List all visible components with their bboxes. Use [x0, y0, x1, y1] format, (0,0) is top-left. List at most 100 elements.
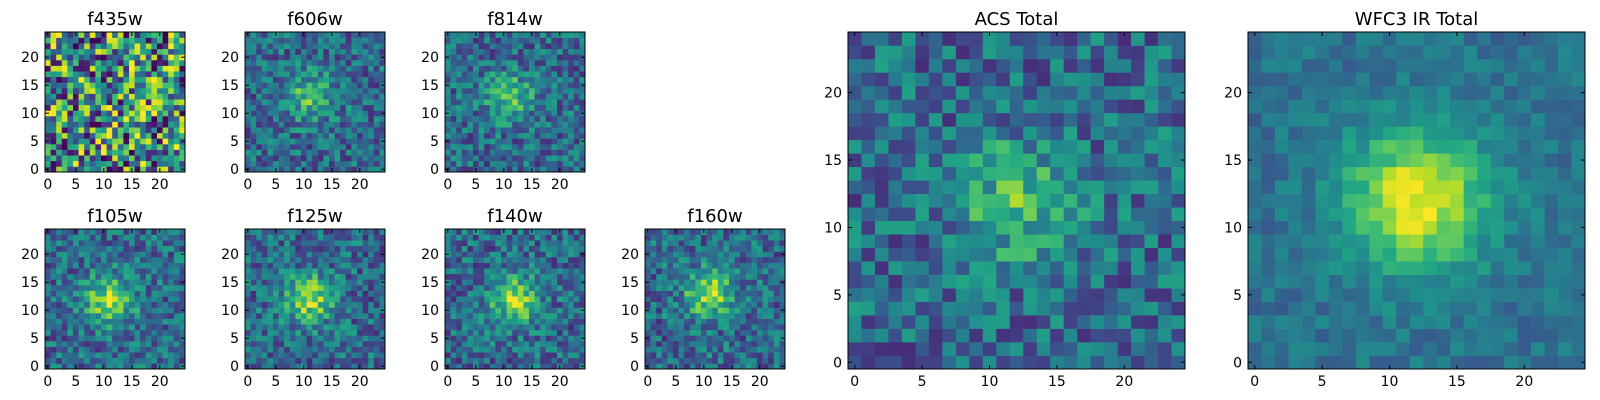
heatmap-cell: [562, 257, 569, 263]
heatmap-cell: [61, 301, 68, 308]
heatmap-cell: [529, 341, 535, 347]
heatmap-cell: [295, 88, 302, 94]
heatmap-cell: [278, 335, 285, 342]
heatmap-cell: [534, 149, 541, 156]
heatmap-cell: [373, 110, 380, 117]
heatmap-cell: [717, 324, 724, 331]
heatmap-cell: [362, 71, 369, 78]
heatmap-cell: [706, 313, 713, 319]
heatmap-cell: [1063, 328, 1078, 343]
heatmap-cell: [284, 82, 291, 89]
heatmap-cell: [323, 37, 330, 44]
heatmap-cell: [267, 357, 274, 364]
heatmap-cell: [579, 116, 586, 122]
heatmap-cell: [295, 99, 302, 106]
heatmap-cell: [140, 93, 147, 100]
heatmap-cell: [312, 160, 319, 167]
heatmap-cell: [245, 324, 251, 331]
heatmap-cell: [373, 285, 380, 291]
heatmap-cell: [84, 335, 91, 342]
heatmap-cell: [306, 110, 313, 117]
heatmap-cell: [467, 88, 474, 94]
heatmap-cell: [123, 229, 130, 235]
heatmap-cell: [745, 257, 752, 263]
heatmap-cell: [461, 43, 468, 50]
heatmap-cell: [512, 166, 519, 173]
heatmap-cell: [517, 127, 524, 134]
heatmap-cell: [101, 155, 107, 162]
heatmap-cell: [284, 149, 291, 156]
heatmap-cell: [478, 138, 485, 145]
heatmap-cell: [73, 43, 79, 50]
heatmap-cell: [273, 60, 279, 66]
heatmap-cell: [145, 144, 152, 150]
heatmap-cell: [95, 65, 102, 72]
heatmap-cell: [301, 273, 307, 280]
heatmap-cell: [123, 301, 130, 308]
heatmap-cell: [848, 153, 862, 168]
heatmap-cell: [955, 315, 970, 329]
heatmap-cell: [379, 352, 386, 359]
heatmap-cell: [861, 166, 876, 181]
heatmap-cell: [484, 296, 491, 303]
heatmap-cell: [773, 346, 780, 353]
heatmap-cell: [78, 121, 85, 128]
heatmap-cell: [529, 279, 535, 286]
heatmap-cell: [78, 116, 85, 122]
heatmap-cell: [706, 290, 713, 297]
heatmap-cell: [545, 166, 552, 173]
heatmap-cell: [757, 262, 763, 269]
heatmap-cell: [50, 110, 57, 117]
heatmap-cell: [523, 82, 530, 89]
heatmap-cell: [357, 76, 363, 83]
heatmap-cell: [445, 127, 451, 134]
heatmap-cell: [295, 324, 302, 331]
heatmap-cell: [745, 273, 752, 280]
heatmap-cell: [312, 82, 319, 89]
heatmap-cell: [512, 251, 519, 258]
heatmap-cell: [106, 76, 113, 83]
heatmap-cell: [456, 329, 463, 336]
heatmap-cell: [1131, 234, 1145, 248]
heatmap-cell: [467, 307, 474, 314]
heatmap-cell: [695, 335, 702, 342]
heatmap-cell: [345, 155, 352, 162]
heatmap-cell: [529, 307, 535, 314]
heatmap-cell: [295, 104, 302, 111]
heatmap-cell: [534, 82, 541, 89]
heatmap-cell: [461, 127, 468, 134]
heatmap-cell: [701, 273, 707, 280]
heatmap-cell: [1063, 166, 1078, 181]
heatmap-cell: [151, 357, 158, 364]
heatmap-cell: [467, 132, 474, 139]
heatmap-cell: [712, 262, 719, 269]
heatmap-cell: [95, 110, 102, 117]
heatmap-cell: [345, 71, 352, 78]
heatmap-cell: [140, 65, 147, 72]
heatmap-cell: [467, 60, 474, 66]
heatmap-cell: [61, 104, 68, 111]
heatmap-cell: [61, 32, 68, 38]
heatmap-cell: [73, 318, 79, 325]
heatmap-cell: [362, 127, 369, 134]
heatmap-cell: [106, 110, 113, 117]
heatmap-cell: [661, 346, 668, 353]
heatmap-cell: [534, 116, 541, 122]
heatmap-cell: [162, 335, 169, 342]
heatmap-cell: [267, 234, 274, 241]
heatmap-cell: [573, 166, 580, 173]
heatmap-cell: [645, 346, 651, 353]
heatmap-cell: [501, 273, 507, 280]
heatmap-cell: [162, 93, 169, 100]
heatmap-cell: [61, 341, 68, 347]
heatmap-cell: [301, 88, 307, 94]
heatmap-cell: [357, 121, 363, 128]
heatmap-cell: [112, 104, 119, 111]
heatmap-cell: [557, 132, 563, 139]
heatmap-cell: [551, 166, 558, 173]
heatmap-cell: [117, 352, 124, 359]
heatmap-cell: [50, 341, 57, 347]
heatmap-cell: [450, 155, 457, 162]
heatmap-cell: [301, 313, 307, 319]
heatmap-cell: [295, 82, 302, 89]
